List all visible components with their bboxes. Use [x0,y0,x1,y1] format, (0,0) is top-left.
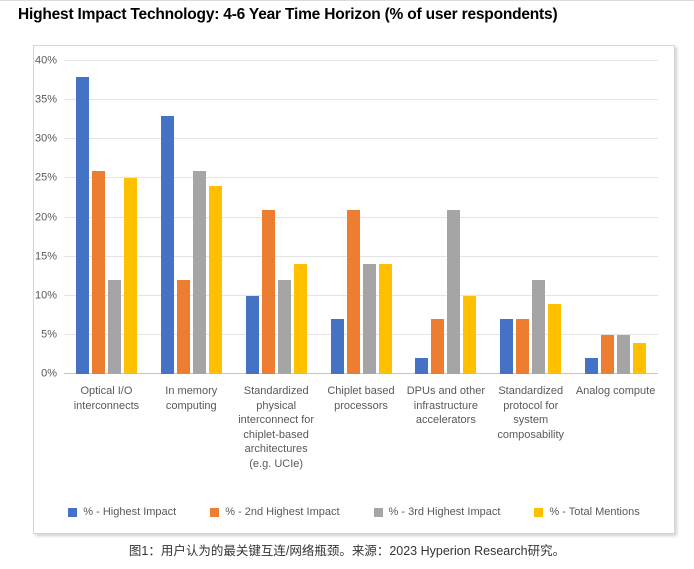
y-axis-tick-label: 5% [41,328,57,341]
y-axis-tick-label: 40% [34,54,57,67]
gridline [64,294,658,296]
chart-panel: 0% 5% 10% 15% 20% 25% 30% 35% 40% Optical I/O in… [33,45,675,534]
gridline [64,255,658,257]
y-axis-tick-label: 20% [34,211,57,223]
bar [176,280,190,374]
y-axis-tick-label: 0% [41,367,57,380]
bar [431,319,445,374]
bar [91,170,105,374]
bar [362,264,376,374]
bar [245,295,259,374]
chart-title: Highest Impact Technology: 4-6 Year Time… [18,6,558,23]
bar [415,358,429,374]
bar [261,209,275,374]
bar [633,342,647,374]
legend-item: % - 3rd Highest Impact [373,506,501,518]
bar [585,358,599,374]
bar-group [149,61,234,374]
bar [192,170,206,374]
bar-group [488,61,573,374]
bar [378,264,392,374]
legend-item: % - Highest Impact [68,506,176,518]
top-divider [0,0,694,1]
bar [160,115,174,374]
legend-label: % - 3rd Highest Impact [388,506,501,518]
bar [75,76,89,374]
bar [208,186,222,374]
bar-group [234,61,319,374]
figure-caption: 图1：用户认为的最关键互连/网络瓶颈。来源：2023 Hyperion Rese… [128,544,566,558]
bar [548,303,562,374]
bar [277,280,291,374]
gridline [64,60,658,61]
bar [500,319,514,374]
x-axis-category-label: Standardized physical interconnect for c… [238,385,315,470]
gridline [64,216,658,218]
x-axis-category-label: Analog compute [575,385,656,397]
gridline [64,138,658,140]
y-axis-tick-label: 10% [34,289,57,302]
bar [447,209,461,374]
legend-swatch-icon [68,507,78,517]
legend-label: % - Highest Impact [83,506,177,518]
bar-group [403,61,488,374]
chart-legend: % - Highest Impact % - 2nd Highest Impact… [34,506,674,518]
bar [617,334,631,374]
bar [463,295,477,374]
x-axis-category-label: Optical I/O interconnects [73,385,140,412]
bar [330,319,344,374]
y-axis-tick-label: 35% [34,93,57,106]
bar [346,209,360,374]
x-axis-labels: Optical I/O interconnects In memory compu… [64,384,658,471]
legend-label: % - 2nd Highest Impact [225,506,340,518]
bar-group [64,61,149,374]
legend-swatch-icon [210,507,220,517]
y-axis-tick-label: 30% [34,132,57,145]
y-axis-tick-label: 25% [34,171,57,184]
bar-group [573,61,658,374]
bar [123,178,137,374]
y-axis-tick-label: 15% [34,250,57,263]
bar [601,334,615,374]
gridline [64,373,658,374]
legend-item: % - Total Mentions [534,506,640,518]
x-axis-category-label: In memory computing [165,385,218,412]
legend-swatch-icon [534,507,544,517]
bar [293,264,307,374]
plot-area: 0% 5% 10% 15% 20% 25% 30% 35% 40% [35,55,658,379]
legend-label: % - Total Mentions [549,506,640,518]
x-axis-category-label: Chiplet based processors [327,385,395,412]
bar-groups [64,61,658,374]
legend-swatch-icon [373,507,383,517]
bar [532,280,546,374]
x-axis-category-label: Standardized protocol for system composa… [497,385,565,441]
gridline [64,177,658,179]
gridline [64,99,658,101]
gridline [64,333,658,335]
bar [516,319,530,374]
bar-group [319,61,404,374]
bar [107,280,121,374]
x-axis-category-label: DPUs and other infrastructure accelerato… [406,385,485,427]
legend-item: % - 2nd Highest Impact [210,506,340,518]
